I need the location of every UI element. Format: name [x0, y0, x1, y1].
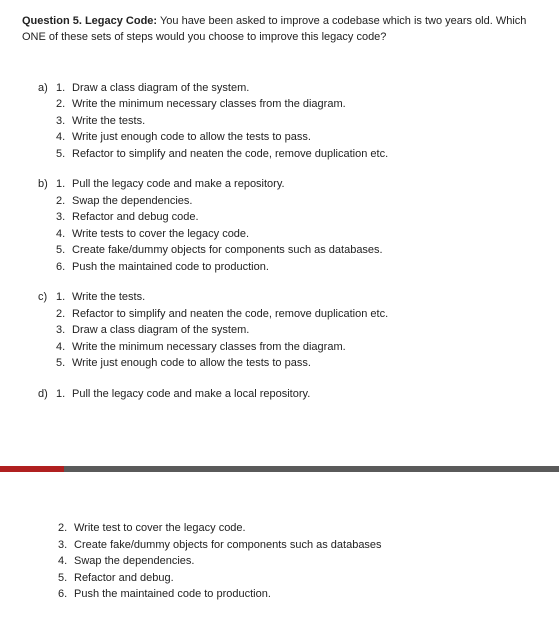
step-text: Write just enough code to allow the test…: [72, 355, 311, 372]
option-b: b) 1.Pull the legacy code and make a rep…: [38, 176, 537, 275]
step-num: 4.: [58, 553, 74, 570]
step-num: 1.: [56, 176, 72, 193]
step-text: Write the tests.: [72, 113, 145, 130]
step-text: Push the maintained code to production.: [72, 259, 269, 276]
step-num: 3.: [56, 209, 72, 226]
step-num: 6.: [56, 259, 72, 276]
option-d: d) 1.Pull the legacy code and make a loc…: [38, 386, 537, 403]
step-text: Create fake/dummy objects for components…: [74, 537, 382, 554]
step-num: 4.: [56, 129, 72, 146]
step-text: Write the minimum necessary classes from…: [72, 339, 346, 356]
step-text: Refactor and debug.: [74, 570, 174, 587]
step-num: 3.: [58, 537, 74, 554]
step-text: Push the maintained code to production.: [74, 586, 271, 603]
options-container: a) 1.Draw a class diagram of the system.…: [22, 80, 537, 403]
page-separator: [0, 466, 559, 472]
option-c-label: c): [38, 289, 56, 372]
step-num: 2.: [56, 306, 72, 323]
step-text: Refactor and debug code.: [72, 209, 199, 226]
step-text: Pull the legacy code and make a local re…: [72, 386, 310, 403]
step-text: Write test to cover the legacy code.: [74, 520, 246, 537]
step-text: Create fake/dummy objects for components…: [72, 242, 383, 259]
step-text: Refactor to simplify and neaten the code…: [72, 146, 388, 163]
step-num: 1.: [56, 386, 72, 403]
step-num: 3.: [56, 322, 72, 339]
step-num: 6.: [58, 586, 74, 603]
step-text: Draw a class diagram of the system.: [72, 322, 249, 339]
question-page: Question 5. Legacy Code: You have been a…: [0, 0, 559, 438]
step-text: Refactor to simplify and neaten the code…: [72, 306, 388, 323]
separator-accent: [0, 466, 64, 472]
option-a-label: a): [38, 80, 56, 163]
step-text: Write the tests.: [72, 289, 145, 306]
step-num: 5.: [56, 146, 72, 163]
option-a: a) 1.Draw a class diagram of the system.…: [38, 80, 537, 163]
step-num: 4.: [56, 226, 72, 243]
step-num: 5.: [56, 242, 72, 259]
option-d-continued: 2.Write test to cover the legacy code. 3…: [0, 472, 559, 625]
step-num: 3.: [56, 113, 72, 130]
step-text: Write the minimum necessary classes from…: [72, 96, 346, 113]
option-d-label: d): [38, 386, 56, 403]
step-num: 2.: [58, 520, 74, 537]
step-num: 5.: [56, 355, 72, 372]
option-b-label: b): [38, 176, 56, 275]
question-header: Question 5. Legacy Code: You have been a…: [22, 14, 537, 46]
step-text: Swap the dependencies.: [74, 553, 194, 570]
option-c: c) 1.Write the tests. 2.Refactor to simp…: [38, 289, 537, 372]
step-num: 1.: [56, 80, 72, 97]
step-text: Write just enough code to allow the test…: [72, 129, 311, 146]
step-text: Draw a class diagram of the system.: [72, 80, 249, 97]
step-text: Write tests to cover the legacy code.: [72, 226, 249, 243]
step-text: Pull the legacy code and make a reposito…: [72, 176, 285, 193]
step-num: 2.: [56, 96, 72, 113]
step-num: 4.: [56, 339, 72, 356]
step-num: 5.: [58, 570, 74, 587]
step-num: 2.: [56, 193, 72, 210]
question-label: Question 5. Legacy Code:: [22, 15, 157, 27]
step-num: 1.: [56, 289, 72, 306]
step-text: Swap the dependencies.: [72, 193, 192, 210]
